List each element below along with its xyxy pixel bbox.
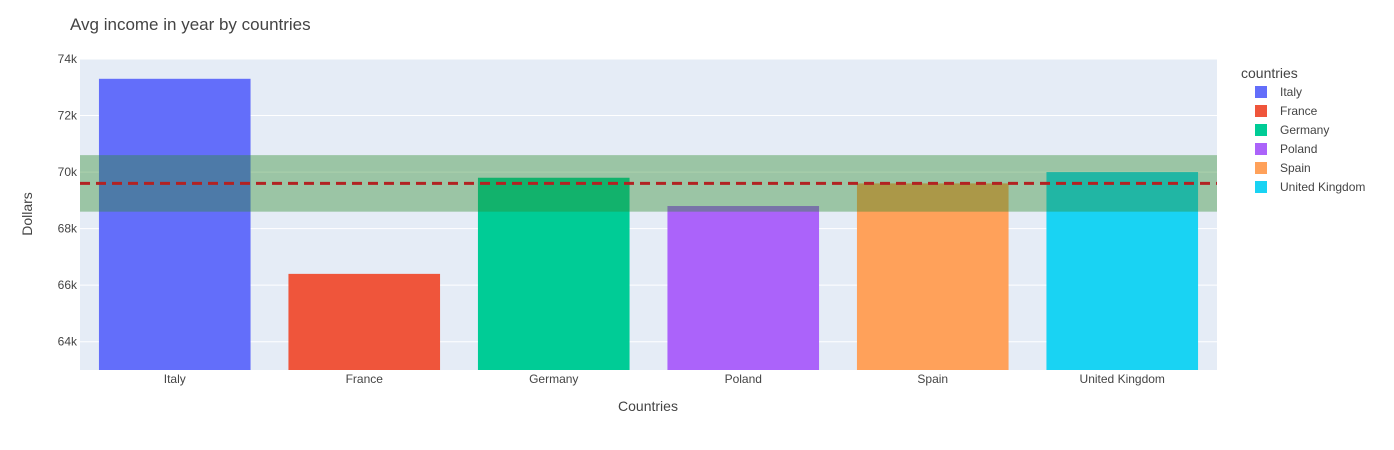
y-tick-label: 70k	[58, 165, 78, 179]
bar-united-kingdom[interactable]	[1046, 172, 1199, 370]
legend-title: countries	[1241, 65, 1298, 81]
legend-swatch	[1255, 143, 1267, 155]
bar-italy[interactable]	[98, 78, 251, 371]
x-tick-label: Germany	[529, 372, 578, 386]
legend-swatch	[1255, 162, 1267, 174]
legend-item-label[interactable]: Poland	[1280, 142, 1317, 156]
legend: countries Italy France Germany Poland Spain U…	[1241, 65, 1365, 194]
y-tick-label: 66k	[58, 278, 78, 292]
bar-poland[interactable]	[667, 206, 820, 370]
x-tick-label: France	[346, 372, 384, 386]
legend-swatch	[1255, 86, 1267, 98]
plot-area	[80, 59, 1217, 370]
legend-item-label[interactable]: United Kingdom	[1280, 180, 1365, 194]
legend-swatch	[1255, 124, 1267, 136]
x-tick-label: United Kingdom	[1080, 372, 1165, 386]
x-axis-ticks: Italy France Germany Poland Spain United King…	[164, 372, 1165, 386]
y-tick-label: 74k	[58, 52, 78, 66]
legend-item-label[interactable]: Italy	[1280, 85, 1302, 99]
y-gridlines	[80, 58, 1217, 343]
bar-spain[interactable]	[856, 183, 1009, 370]
chart-title: Avg income in year by countries	[70, 15, 311, 34]
bars	[98, 78, 1199, 371]
y-axis-ticks: 64k 66k 68k 70k 72k 74k	[58, 52, 78, 349]
legend-item-label[interactable]: Germany	[1280, 123, 1329, 137]
x-tick-label: Spain	[917, 372, 948, 386]
legend-swatch	[1255, 181, 1267, 193]
y-axis-title: Dollars	[19, 192, 35, 236]
x-axis-title: Countries	[618, 398, 678, 414]
y-tick-label: 68k	[58, 222, 78, 236]
bar-france[interactable]	[288, 273, 441, 370]
reference-overlays	[80, 155, 1217, 212]
x-tick-label: Poland	[725, 372, 762, 386]
y-tick-label: 64k	[58, 335, 78, 349]
legend-swatch	[1255, 105, 1267, 117]
x-tick-label: Italy	[164, 372, 186, 386]
bar-germany[interactable]	[477, 177, 630, 370]
legend-item-label[interactable]: Spain	[1280, 161, 1311, 175]
y-tick-label: 72k	[58, 109, 78, 123]
legend-item-label[interactable]: France	[1280, 104, 1318, 118]
